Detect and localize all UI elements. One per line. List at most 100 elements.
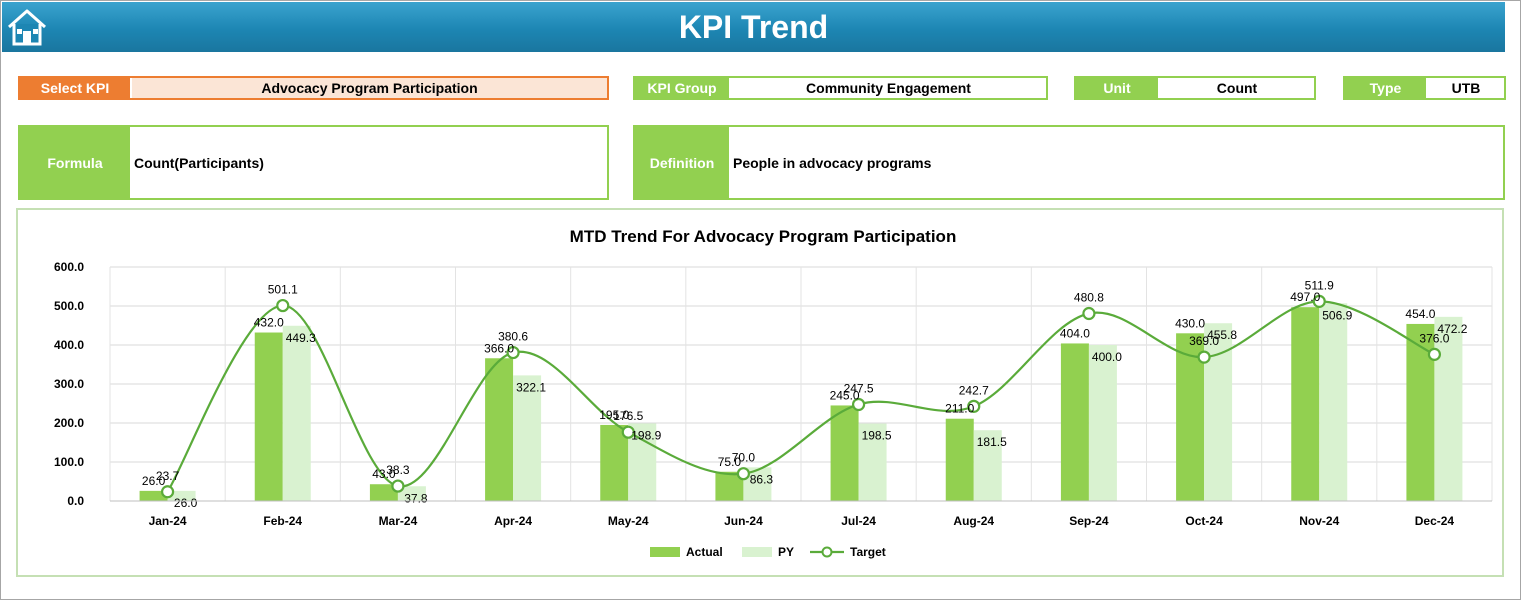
- target-data-label: 369.0: [1189, 334, 1219, 348]
- x-tick-label: Sep-24: [1069, 514, 1109, 528]
- legend-py-swatch: [742, 547, 772, 557]
- target-point: [1082, 306, 1096, 321]
- bar-py: [167, 490, 196, 501]
- legend-actual-label: Actual: [686, 545, 723, 559]
- formula-label: Formula: [20, 127, 130, 198]
- py-data-label: 449.3: [286, 331, 316, 345]
- target-data-label: 176.5: [613, 409, 643, 423]
- type-field: Type UTB: [1343, 76, 1506, 100]
- py-data-label: 26.0: [174, 496, 198, 510]
- x-tick-label: Dec-24: [1415, 514, 1455, 528]
- actual-data-label: 404.0: [1060, 326, 1090, 340]
- bar-actual: [485, 358, 514, 501]
- bar-py: [397, 486, 426, 501]
- bar-actual: [945, 418, 974, 501]
- target-data-label: 511.9: [1305, 278, 1334, 292]
- x-tick-label: Mar-24: [379, 514, 418, 528]
- bar-py: [1319, 303, 1348, 501]
- bar-py: [1088, 345, 1117, 501]
- py-data-label: 322.1: [516, 380, 546, 394]
- unit-value: Count: [1216, 80, 1258, 96]
- unit-field: Unit Count: [1074, 76, 1316, 100]
- legend-target-marker: [821, 546, 833, 558]
- actual-data-label: 432.0: [254, 316, 284, 330]
- x-tick-label: Apr-24: [494, 514, 532, 528]
- py-data-label: 86.3: [750, 472, 774, 486]
- y-tick-label: 500.0: [54, 299, 84, 313]
- x-tick-label: Jun-24: [724, 514, 763, 528]
- formula-box: Formula Count(Participants): [18, 125, 609, 200]
- bar-actual: [600, 424, 629, 501]
- py-data-label: 198.9: [631, 428, 661, 442]
- target-data-label: 38.3: [386, 463, 410, 477]
- bar-py: [858, 423, 887, 501]
- y-tick-label: 100.0: [54, 455, 84, 469]
- bar-actual: [1060, 343, 1089, 501]
- target-point: [736, 467, 751, 481]
- x-tick-label: Aug-24: [953, 514, 994, 528]
- actual-data-label: 211.0: [945, 402, 974, 416]
- target-data-label: 380.6: [498, 330, 528, 344]
- target-data-label: 70.0: [732, 451, 756, 465]
- bar-actual: [139, 490, 168, 501]
- target-data-label: 242.7: [959, 383, 989, 397]
- select-kpi-field[interactable]: Select KPI Advocacy Program Participatio…: [18, 76, 609, 100]
- target-point: [506, 345, 520, 360]
- actual-data-label: 454.0: [1405, 307, 1435, 321]
- bar-py: [513, 375, 542, 501]
- bar-actual: [369, 484, 398, 501]
- legend-target-label: Target: [850, 545, 886, 559]
- home-icon[interactable]: [6, 8, 48, 46]
- target-data-label: 480.8: [1074, 290, 1104, 304]
- target-point: [276, 298, 290, 313]
- target-point: [160, 485, 175, 499]
- py-data-label: 181.5: [977, 435, 1007, 449]
- x-tick-label: Jul-24: [841, 514, 876, 528]
- py-data-label: 455.8: [1207, 328, 1237, 342]
- py-data-label: 472.2: [1437, 322, 1467, 336]
- target-point: [967, 399, 981, 413]
- formula-value: Count(Participants): [134, 154, 264, 171]
- y-tick-label: 0.0: [67, 494, 84, 508]
- py-data-label: 400.0: [1092, 350, 1122, 364]
- py-data-label: 506.9: [1322, 308, 1352, 322]
- legend-py-label: PY: [778, 545, 794, 559]
- chart-title: MTD Trend For Advocacy Program Participa…: [570, 227, 957, 246]
- definition-value: People in advocacy programs: [733, 154, 932, 171]
- bar-actual: [830, 405, 859, 501]
- actual-data-label: 497.0: [1290, 290, 1320, 304]
- actual-data-label: 430.0: [1175, 316, 1205, 330]
- target-data-label: 376.0: [1419, 331, 1449, 345]
- py-data-label: 198.5: [862, 429, 892, 443]
- target-data-label: 501.1: [268, 283, 298, 297]
- target-data-label: 23.7: [156, 469, 180, 483]
- y-tick-label: 600.0: [54, 260, 84, 274]
- bar-py: [973, 430, 1002, 501]
- legend-actual-swatch: [650, 547, 680, 557]
- type-value: UTB: [1451, 80, 1481, 96]
- definition-label: Definition: [635, 127, 729, 198]
- y-tick-label: 300.0: [54, 377, 84, 391]
- actual-data-label: 75.0: [718, 455, 742, 469]
- select-kpi-dropdown[interactable]: Advocacy Program Participation: [132, 78, 607, 98]
- x-tick-label: Jan-24: [149, 514, 187, 528]
- bar-actual: [1291, 307, 1320, 501]
- mtd-trend-chart: MTD Trend For Advocacy Program Participa…: [54, 227, 1493, 559]
- actual-data-label: 195.0: [599, 408, 629, 422]
- x-tick-label: May-24: [608, 514, 649, 528]
- target-point: [1427, 347, 1442, 361]
- target-point: [1312, 294, 1326, 308]
- definition-box: Definition People in advocacy programs: [633, 125, 1505, 200]
- kpi-group-value: Community Engagement: [806, 80, 971, 96]
- target-point: [851, 397, 866, 412]
- actual-data-label: 245.0: [830, 388, 860, 402]
- actual-data-label: 366.0: [484, 341, 514, 355]
- kpi-group-label: KPI Group: [635, 78, 729, 98]
- target-point: [1197, 350, 1211, 364]
- actual-data-label: 26.0: [142, 474, 166, 488]
- x-tick-label: Feb-24: [263, 514, 302, 528]
- header-bar: KPI Trend: [2, 2, 1505, 52]
- y-tick-label: 400.0: [54, 338, 84, 352]
- select-kpi-label: Select KPI: [20, 78, 130, 98]
- bar-py: [1434, 316, 1463, 501]
